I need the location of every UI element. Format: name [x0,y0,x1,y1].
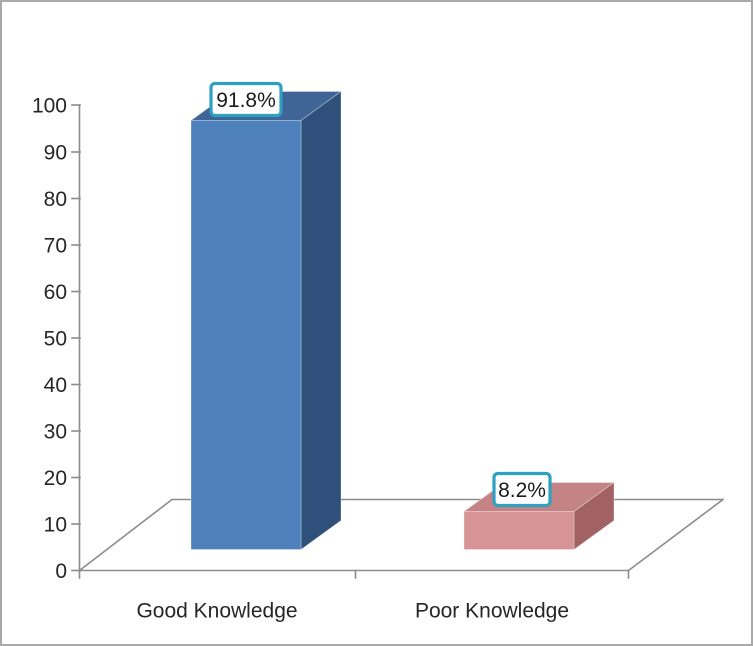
data-label-value: 91.8% [216,89,276,112]
y-tick-label: 40 [44,374,67,397]
bar-good-side-face [300,90,342,551]
bar-good-front-face [190,120,302,550]
x-category-label-good-knowledge: Good Knowledge [136,599,297,622]
x-category-labels: Good Knowledge Poor Knowledge [136,599,569,622]
bar-good-knowledge [189,90,343,551]
y-tick-labels: 0 10 20 30 40 50 60 70 80 90 100 [32,94,67,582]
data-label-good-knowledge: 91.8% [209,81,283,118]
y-tick-label: 80 [44,188,67,211]
floor-back-edge [78,498,723,572]
data-label-value: 8.2% [498,479,546,502]
data-label-box [492,471,552,508]
y-tick-label: 60 [44,281,67,304]
x-axis-ticks [78,569,630,579]
floor-right-edge [627,498,725,572]
data-labels: 91.8% 8.2% [209,81,552,508]
axes-and-floor [71,104,725,579]
y-tick-label: 100 [32,94,67,117]
y-tick-label: 70 [44,234,67,257]
x-category-label-poor-knowledge: Poor Knowledge [415,599,569,622]
y-axis-ticks [71,104,81,572]
y-tick-label: 10 [44,513,67,536]
chart-text: 0 10 20 30 40 50 60 70 80 90 100 Good Kn… [32,94,569,622]
y-tick-label: 90 [44,141,67,164]
y-tick-label: 50 [44,327,67,350]
y-tick-label: 20 [44,467,67,490]
data-label-poor-knowledge: 8.2% [492,471,552,508]
y-tick-label: 30 [44,420,67,443]
bar-poor-front-face [463,511,575,550]
y-tick-label: 0 [55,560,67,583]
data-label-box [209,81,283,118]
